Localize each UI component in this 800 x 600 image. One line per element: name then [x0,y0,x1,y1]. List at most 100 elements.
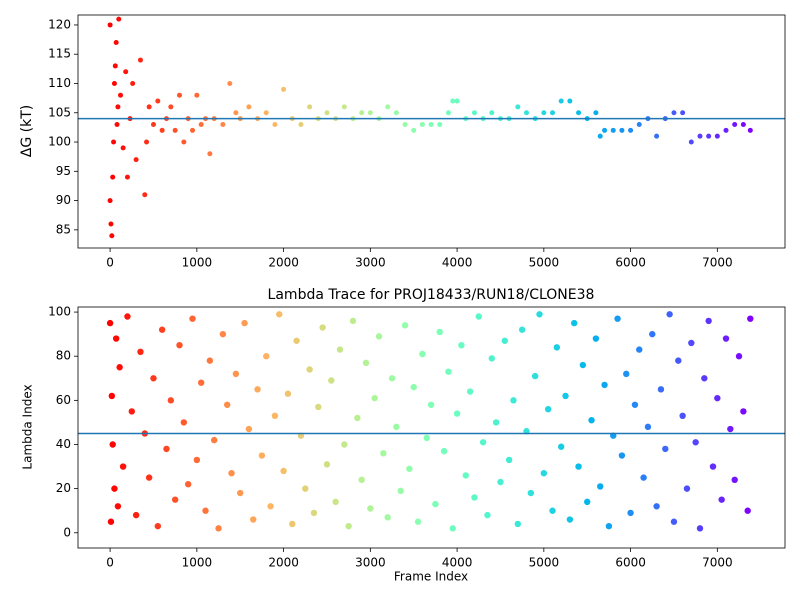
plot-frame [77,14,786,249]
point [380,450,387,457]
x-tick-label: 2000 [268,256,299,270]
point [119,463,127,470]
y-axis-label: ΔG (kT) [19,105,35,157]
point [367,505,374,512]
point [224,401,231,408]
point [276,311,283,318]
point [527,489,535,497]
point [631,401,639,408]
point [111,139,117,145]
point [393,423,400,431]
point [359,110,365,116]
point [592,335,600,342]
point [706,133,712,139]
point [176,92,182,98]
point [219,330,227,338]
point [657,386,665,393]
y-tick-label: 95 [56,164,71,178]
point [114,503,122,510]
point [722,335,730,342]
point [198,121,204,127]
point [462,472,469,479]
point [107,198,113,204]
point [142,192,148,198]
point [215,525,222,532]
point [172,127,178,133]
point [167,397,175,404]
point [180,419,188,426]
point [109,441,116,448]
point [220,121,226,127]
point [411,127,417,133]
point [588,417,595,424]
point [644,423,652,431]
point [345,522,352,530]
point [128,408,135,415]
point [614,315,621,322]
point [155,98,161,104]
point [406,465,413,472]
point [597,133,603,139]
point [375,333,383,340]
point [107,518,115,525]
point [263,110,269,116]
point [310,509,318,517]
point [449,525,456,532]
point [190,127,196,133]
point [158,326,166,333]
point [558,98,564,104]
point [189,315,196,322]
point [206,357,214,364]
point [471,494,478,501]
point [163,445,170,453]
point [597,483,604,490]
point [319,324,326,331]
point [237,489,244,497]
point [623,370,630,378]
point [550,110,556,116]
point [137,57,143,63]
point [280,467,287,475]
point [144,139,150,145]
point [397,487,404,495]
point [732,121,738,127]
point [579,361,587,369]
point [654,133,660,139]
x-tick-label: 5000 [529,256,560,270]
point [489,110,495,116]
x-tick-label: 1000 [182,556,213,570]
point [640,474,647,481]
point [250,516,257,523]
point [523,110,529,116]
point [272,121,278,127]
point [688,339,695,347]
point [112,335,120,342]
point [723,127,729,133]
point [184,481,192,488]
point [384,514,391,521]
point [106,319,114,327]
point [628,127,634,133]
point [367,110,373,116]
point [531,372,539,380]
point [705,317,712,325]
point [137,348,144,356]
point [267,503,274,510]
x-tick-label: 6000 [615,256,646,270]
point [553,344,561,351]
point [315,403,322,411]
point [518,326,526,333]
x-tick-label: 7000 [702,256,733,270]
point [636,346,643,353]
point [718,496,725,503]
x-tick-label: 7000 [702,556,733,570]
y-tick-label: 85 [56,222,71,236]
point [423,434,430,442]
point [193,456,201,464]
point [302,485,309,492]
point [168,104,174,110]
point [171,496,179,503]
point [123,69,129,75]
